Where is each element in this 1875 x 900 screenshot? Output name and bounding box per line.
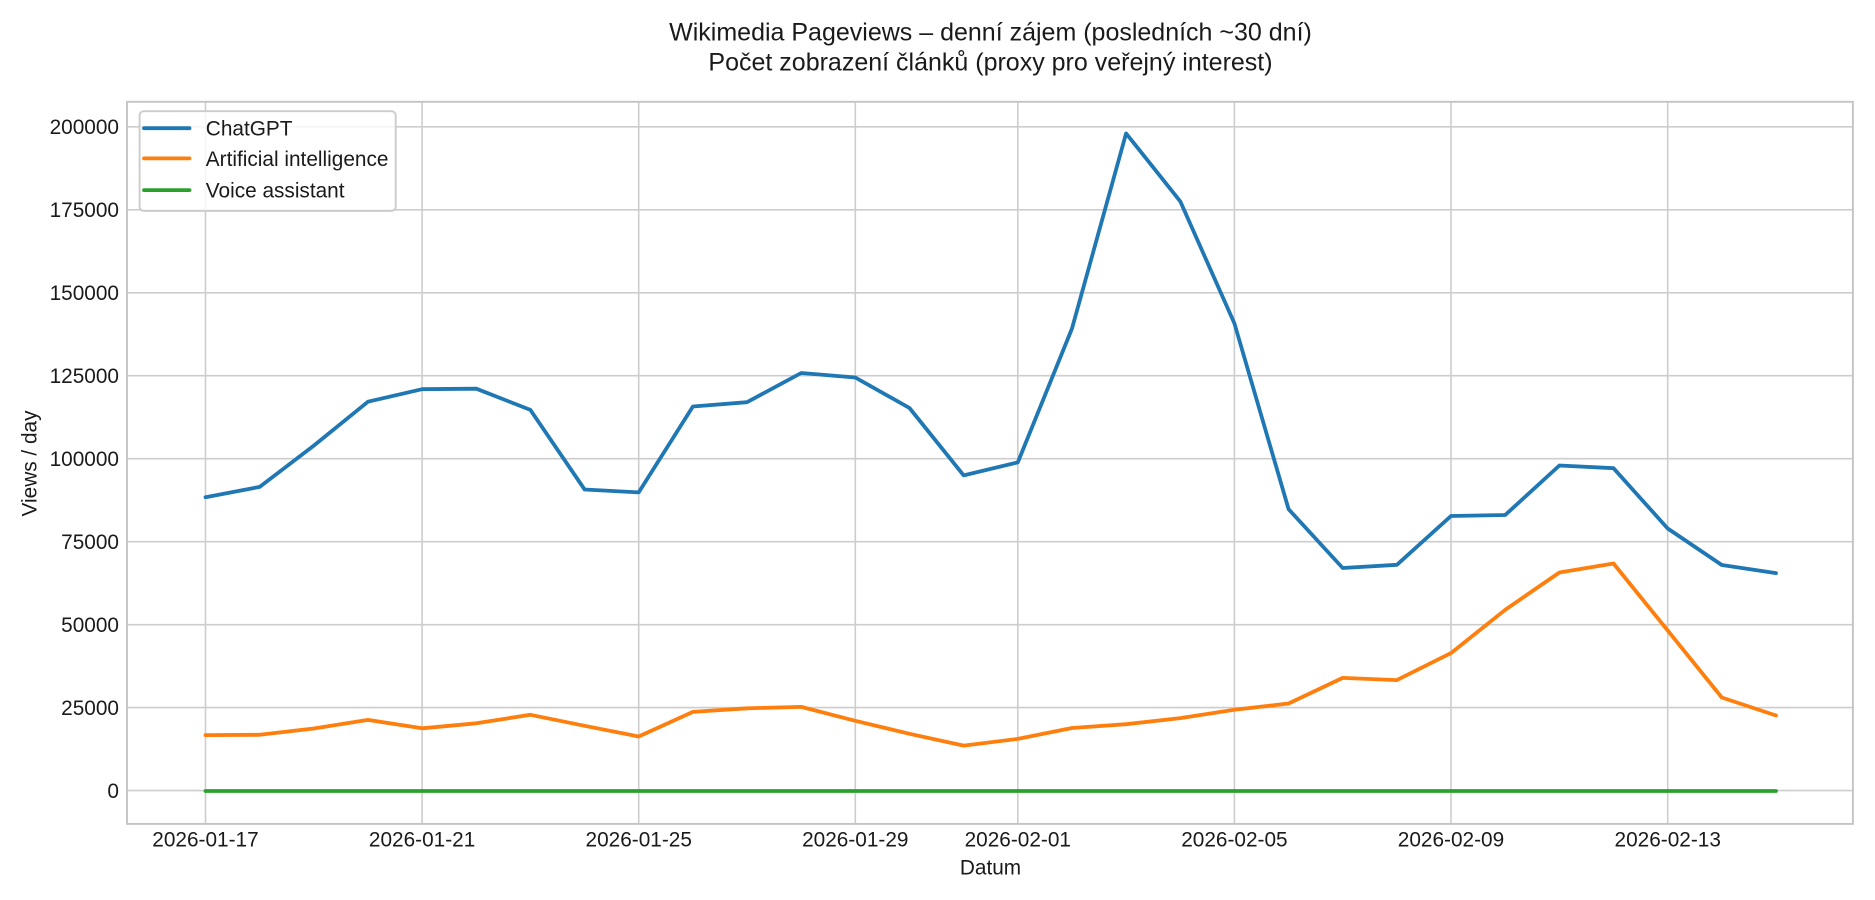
svg-text:150000: 150000 (50, 282, 119, 305)
svg-text:100000: 100000 (50, 448, 119, 471)
svg-text:25000: 25000 (61, 697, 119, 720)
svg-text:2026-02-05: 2026-02-05 (1181, 828, 1287, 851)
svg-text:ChatGPT: ChatGPT (206, 118, 293, 141)
svg-text:75000: 75000 (61, 531, 119, 554)
svg-text:0: 0 (107, 780, 119, 803)
svg-text:2026-02-01: 2026-02-01 (965, 828, 1071, 851)
svg-text:50000: 50000 (61, 614, 119, 637)
svg-text:175000: 175000 (50, 199, 119, 222)
svg-text:Wikimedia Pageviews – denní zá: Wikimedia Pageviews – denní zájem (posle… (669, 19, 1312, 47)
svg-text:2026-02-13: 2026-02-13 (1615, 828, 1721, 851)
svg-text:Views / day: Views / day (19, 410, 42, 517)
svg-text:2026-01-25: 2026-01-25 (586, 828, 692, 851)
svg-text:Artificial intelligence: Artificial intelligence (206, 148, 389, 171)
svg-text:2026-02-09: 2026-02-09 (1398, 828, 1504, 851)
svg-text:2026-01-21: 2026-01-21 (369, 828, 475, 851)
svg-text:125000: 125000 (50, 365, 119, 388)
svg-text:2026-01-29: 2026-01-29 (802, 828, 908, 851)
svg-text:Voice assistant: Voice assistant (206, 180, 345, 203)
svg-text:2026-01-17: 2026-01-17 (152, 828, 258, 851)
svg-text:200000: 200000 (50, 116, 119, 139)
svg-text:Počet zobrazení článků (proxy: Počet zobrazení článků (proxy pro veřejn… (708, 48, 1272, 76)
svg-text:Datum: Datum (960, 856, 1021, 879)
